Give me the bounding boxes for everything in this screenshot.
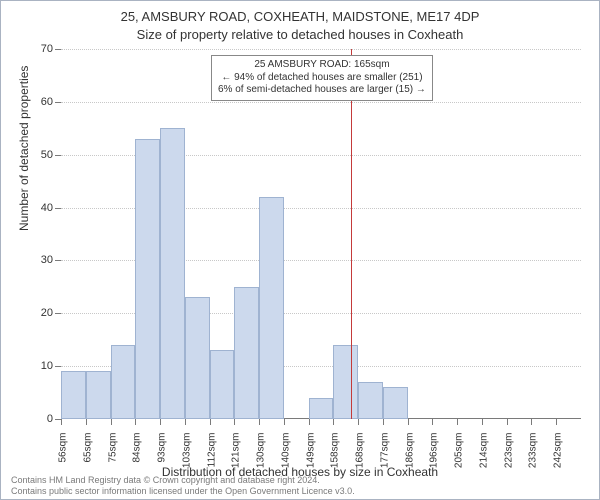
x-tick [284,419,285,425]
y-tick-label: 70 [11,43,53,55]
x-tick [160,419,161,425]
x-tick [482,419,483,425]
x-tick [111,419,112,425]
y-tick-label: 10 [11,360,53,372]
x-tick [333,419,334,425]
histogram-bar [185,297,210,419]
x-tick [234,419,235,425]
chart-container: { "chart": { "type": "histogram", "title… [0,0,600,500]
histogram-bar [383,387,408,419]
x-tick [309,419,310,425]
histogram-bar [259,197,284,419]
x-tick [210,419,211,425]
histogram-bar [309,398,334,419]
y-tick-label: 20 [11,307,53,319]
histogram-bar [86,371,111,419]
x-tick [432,419,433,425]
footer-line1: Contains HM Land Registry data © Crown c… [11,475,355,486]
x-tick [61,419,62,425]
x-tick [408,419,409,425]
chart-subtitle: Size of property relative to detached ho… [1,27,599,42]
x-tick [383,419,384,425]
x-tick [457,419,458,425]
y-tick-label: 60 [11,96,53,108]
histogram-bar [358,382,383,419]
histogram-bar [135,139,160,419]
x-tick [531,419,532,425]
annotation-box: 25 AMSBURY ROAD: 165sqm← 94% of detached… [211,55,433,101]
x-tick [259,419,260,425]
x-tick [556,419,557,425]
annotation-line1: 25 AMSBURY ROAD: 165sqm [218,59,426,72]
x-tick [135,419,136,425]
y-tick-label: 30 [11,254,53,266]
x-tick [507,419,508,425]
chart-title-line1: 25, AMSBURY ROAD, COXHEATH, MAIDSTONE, M… [1,9,599,24]
gridline [61,102,581,103]
histogram-bar [111,345,136,419]
y-tick-label: 50 [11,149,53,161]
histogram-bar [160,128,185,419]
annotation-line3: 6% of semi-detached houses are larger (1… [218,84,426,97]
histogram-bar [333,345,358,419]
x-tick [86,419,87,425]
x-tick [358,419,359,425]
histogram-bar [234,287,259,419]
x-tick [185,419,186,425]
gridline [61,49,581,50]
plot-area: 25 AMSBURY ROAD: 165sqm← 94% of detached… [61,49,581,419]
property-marker-line [351,49,352,419]
footer-line2: Contains public sector information licen… [11,486,355,497]
y-tick-label: 40 [11,202,53,214]
y-tick-label: 0 [11,413,53,425]
annotation-line2: ← 94% of detached houses are smaller (25… [218,72,426,85]
histogram-bar [210,350,235,419]
histogram-bar [61,371,86,419]
footer-attribution: Contains HM Land Registry data © Crown c… [11,475,355,497]
